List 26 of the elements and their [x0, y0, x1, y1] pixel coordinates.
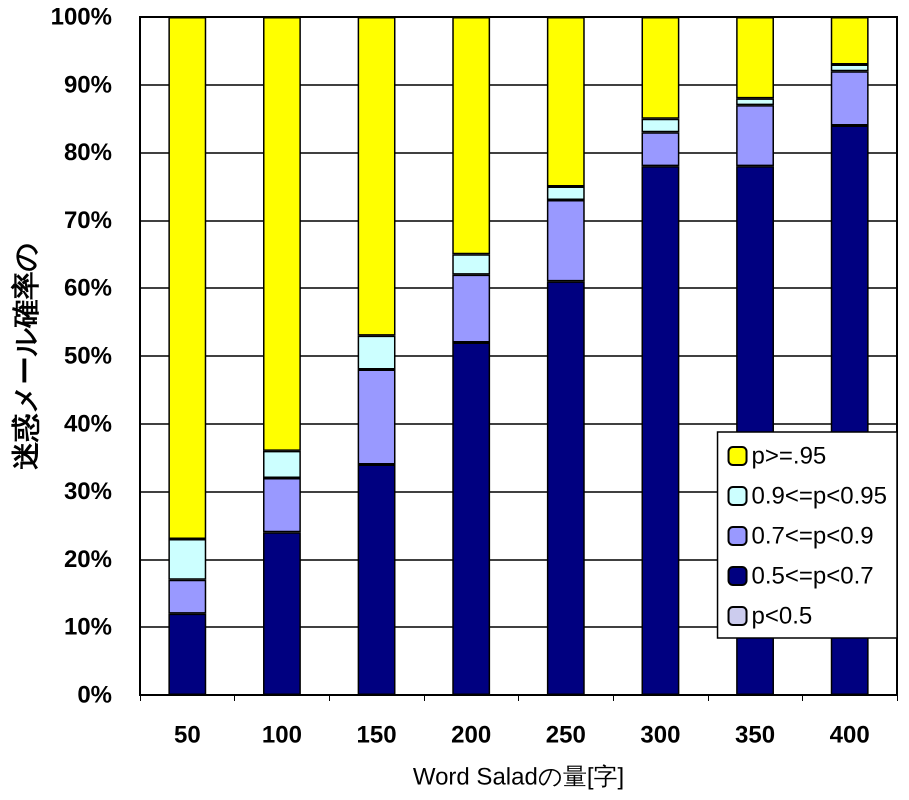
x-tick-label: 300 — [640, 722, 680, 748]
legend-label: 0.5<=p<0.7 — [752, 562, 874, 590]
legend-label: p<0.5 — [752, 602, 812, 630]
x-tick-label: 200 — [451, 722, 492, 748]
y-tick-label: 30% — [64, 478, 112, 506]
x-tick-label: 50 — [174, 722, 201, 748]
y-tick-label: 100% — [50, 4, 112, 30]
y-tick-label: 50% — [64, 342, 112, 370]
x-tick-label: 400 — [830, 722, 870, 748]
x-tick-label: 100 — [262, 722, 302, 748]
x-tick-label: 150 — [356, 722, 397, 748]
y-tick-label: 40% — [64, 410, 112, 438]
y-tick-label: 70% — [64, 206, 112, 234]
y-axis-title: 迷惑メール確率の — [10, 242, 42, 470]
y-tick-label: 20% — [64, 546, 112, 573]
x-tick-label: 350 — [735, 722, 776, 748]
y-tick-label: 90% — [64, 71, 112, 98]
x-axis-title: Word Saladの量[字] — [412, 764, 624, 790]
y-tick-label: 60% — [64, 274, 112, 302]
y-tick-label: 10% — [64, 614, 112, 641]
y-tick-label: 0% — [77, 682, 112, 708]
legend-label: 0.7<=p<0.9 — [752, 522, 874, 550]
legend-label: p>=.95 — [752, 442, 826, 470]
x-tick-label: 250 — [546, 722, 586, 748]
y-tick-label: 80% — [64, 139, 112, 166]
legend-label: 0.9<=p<0.95 — [752, 482, 887, 510]
